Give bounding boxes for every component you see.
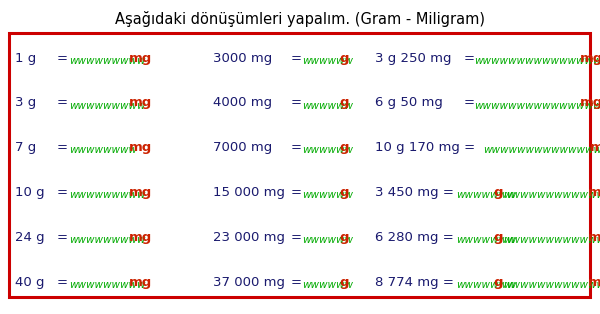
Text: wwwwwww: wwwwwww bbox=[457, 190, 516, 200]
Text: wwwwwwwwwwwwwwwwwwwwwww: wwwwwwwwwwwwwwwwwwwwwww bbox=[483, 145, 600, 155]
Text: =: = bbox=[291, 186, 302, 199]
Text: =: = bbox=[57, 186, 68, 199]
Text: 3000 mg: 3000 mg bbox=[213, 51, 272, 65]
Text: mg: mg bbox=[129, 51, 152, 65]
Text: Aşağıdaki dönüşümleri yapalım. (Gram - Miligram): Aşağıdaki dönüşümleri yapalım. (Gram - M… bbox=[115, 11, 485, 27]
Text: 8 774 mg =: 8 774 mg = bbox=[375, 276, 454, 289]
Text: g: g bbox=[493, 231, 503, 244]
Text: wwwwwwwww: wwwwwwwww bbox=[69, 280, 146, 290]
Text: wwwwww: wwwwww bbox=[302, 235, 353, 245]
Text: g: g bbox=[493, 276, 503, 289]
Text: wwwwwwwww: wwwwwwwww bbox=[69, 235, 146, 245]
Text: 15 000 mg: 15 000 mg bbox=[213, 186, 285, 199]
Text: =: = bbox=[57, 141, 68, 154]
Text: 3 g: 3 g bbox=[15, 96, 36, 110]
Text: =: = bbox=[291, 51, 302, 65]
Text: mg: mg bbox=[590, 141, 600, 154]
Text: wwwwwww: wwwwwww bbox=[457, 280, 516, 290]
Text: 1 g: 1 g bbox=[15, 51, 36, 65]
Text: 10 g: 10 g bbox=[15, 186, 44, 199]
Text: 3 g 250 mg: 3 g 250 mg bbox=[375, 51, 452, 65]
Text: wwwwww: wwwwww bbox=[302, 280, 353, 290]
Text: 23 000 mg: 23 000 mg bbox=[213, 231, 285, 244]
Text: mg: mg bbox=[129, 186, 152, 199]
Text: 7 g: 7 g bbox=[15, 141, 36, 154]
Text: wwwwwwwwwwwwwwwwwwwwwww: wwwwwwwwwwwwwwwwwwwwwww bbox=[475, 56, 600, 66]
Text: wwwwwww: wwwwwww bbox=[457, 235, 516, 245]
Text: 6 g 50 mg: 6 g 50 mg bbox=[375, 96, 443, 110]
Text: 7000 mg: 7000 mg bbox=[213, 141, 272, 154]
Text: mg: mg bbox=[129, 276, 152, 289]
Text: wwwwwwwww: wwwwwwwww bbox=[69, 56, 146, 66]
Text: wwwwwwwwwwwwwwwwwww: wwwwwwwwwwwwwwwwwww bbox=[503, 235, 600, 245]
Text: wwwwww: wwwwww bbox=[302, 145, 353, 155]
Text: mg: mg bbox=[580, 51, 600, 65]
Text: =: = bbox=[291, 96, 302, 110]
Text: 40 g: 40 g bbox=[15, 276, 44, 289]
Text: =: = bbox=[291, 141, 302, 154]
Text: wwwwwwwwwwwwwwwwwww: wwwwwwwwwwwwwwwwwww bbox=[503, 280, 600, 290]
Text: wwwwwwwww: wwwwwwwww bbox=[69, 100, 146, 111]
Text: wwwwww: wwwwww bbox=[302, 56, 353, 66]
Text: mg: mg bbox=[580, 96, 600, 110]
Text: wwwwwwwwwwwwwwwwwww: wwwwwwwwwwwwwwwwwww bbox=[503, 190, 600, 200]
Text: mg: mg bbox=[588, 231, 600, 244]
Text: =: = bbox=[57, 231, 68, 244]
Text: 4000 mg: 4000 mg bbox=[213, 96, 272, 110]
Text: mg: mg bbox=[588, 276, 600, 289]
Text: wwwwww: wwwwww bbox=[302, 100, 353, 111]
Text: mg: mg bbox=[588, 186, 600, 199]
Text: g: g bbox=[339, 276, 349, 289]
Text: =: = bbox=[291, 276, 302, 289]
Text: mg: mg bbox=[129, 231, 152, 244]
Text: =: = bbox=[291, 231, 302, 244]
Text: 10 g 170 mg =: 10 g 170 mg = bbox=[375, 141, 475, 154]
Text: =: = bbox=[57, 51, 68, 65]
Text: 6 280 mg =: 6 280 mg = bbox=[375, 231, 454, 244]
Text: 37 000 mg: 37 000 mg bbox=[213, 276, 285, 289]
Text: =: = bbox=[57, 276, 68, 289]
Text: =: = bbox=[464, 96, 475, 110]
Text: mg: mg bbox=[129, 96, 152, 110]
Text: =: = bbox=[57, 96, 68, 110]
Text: g: g bbox=[339, 186, 349, 199]
Text: wwwwwwwww: wwwwwwwww bbox=[69, 190, 146, 200]
Text: =: = bbox=[464, 51, 475, 65]
Text: g: g bbox=[339, 141, 349, 154]
Text: g: g bbox=[339, 231, 349, 244]
Text: g: g bbox=[339, 51, 349, 65]
Text: g: g bbox=[339, 96, 349, 110]
Text: g: g bbox=[493, 186, 503, 199]
Text: wwwwwwww: wwwwwwww bbox=[69, 145, 137, 155]
Text: 3 450 mg =: 3 450 mg = bbox=[375, 186, 454, 199]
Text: mg: mg bbox=[129, 141, 152, 154]
Text: 24 g: 24 g bbox=[15, 231, 44, 244]
Text: wwwwwwwwwwwwwwwwwwwwwww: wwwwwwwwwwwwwwwwwwwwwww bbox=[475, 100, 600, 111]
Text: wwwwww: wwwwww bbox=[302, 190, 353, 200]
